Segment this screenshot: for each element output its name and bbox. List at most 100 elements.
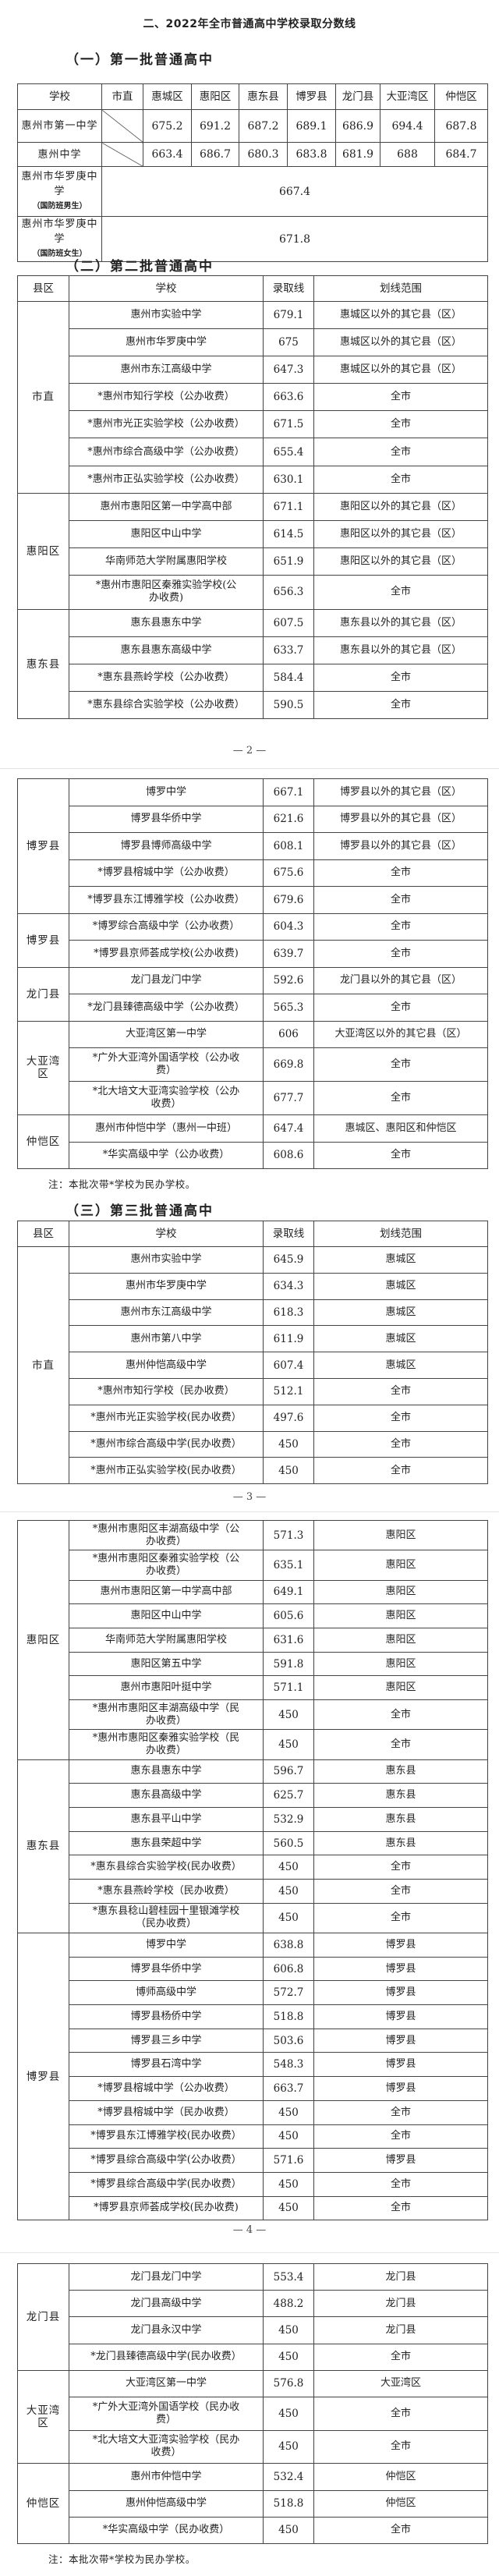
score-cell: 638.8 xyxy=(263,1933,314,1958)
district-name: 惠阳区 xyxy=(26,1633,61,1646)
district-cell: 惠阳区 xyxy=(17,492,69,610)
merged-score-cell: 671.8 xyxy=(101,216,488,262)
table-row: 惠州市第一中学 675.2 691.2 687.2 689.1 686.9 69… xyxy=(17,109,488,143)
school-name: *惠州市正弘实验学校（公办收费） xyxy=(87,473,245,485)
district-cell: 博罗县 xyxy=(17,912,69,968)
school-cell: 惠州市东江高级中学 xyxy=(69,1299,264,1327)
school-name: *博罗县综合高级中学(公办收费） xyxy=(90,2154,242,2167)
school-cell: 惠东县惠东中学 xyxy=(69,1759,264,1784)
scope-cell: 惠东县以外的其它县（区） xyxy=(313,636,488,665)
school-name: 惠东县惠东高级中学 xyxy=(120,643,212,656)
school-name: 惠阳区中山中学 xyxy=(130,1610,202,1622)
score-cell: 450 xyxy=(263,2316,314,2344)
table-row: 惠州仲恺高级中学 607.4 惠城区 xyxy=(18,1352,488,1379)
school-cell: *华实高级中学（民办收费） xyxy=(69,2516,264,2544)
scope-cell: 全市 xyxy=(313,2396,488,2431)
scope-cell: 全市 xyxy=(313,2516,488,2544)
school-cell: *惠东县燕岭学校（民办收费） xyxy=(69,1879,264,1904)
school-cell: 博师高级中学 xyxy=(69,1980,264,2006)
table-row: 仲恺区 惠州市仲恺中学 532.4 仲恺区 xyxy=(17,2463,488,2544)
diagonal-empty-cell xyxy=(101,109,143,143)
score-cell: 592.6 xyxy=(263,966,314,994)
school-name: *惠州市惠阳区秦雅实验学校（民办收费） xyxy=(92,1731,240,1756)
table-row: 博师高级中学 572.7 博罗县 xyxy=(18,1980,488,2006)
district-cell: 市直 xyxy=(17,301,69,494)
scope-cell: 龙门县 xyxy=(313,2262,488,2291)
school-name: 惠州市第一中学 xyxy=(17,109,102,143)
school-name: *博罗县榕城中学（民办收费） xyxy=(97,2106,235,2118)
score-cell: 488.2 xyxy=(263,2290,314,2318)
school-cell: 惠州市华罗庚中学 xyxy=(69,1272,264,1300)
district-cell: 惠阳区 xyxy=(17,1520,69,1760)
district-cell: 博罗县 xyxy=(17,1933,69,2221)
school-cell: *北大培文大亚湾实验学校（民办收费） xyxy=(69,2429,264,2464)
score-cell: 684.7 xyxy=(434,142,488,167)
school-cell: 博罗县华侨中学 xyxy=(69,805,264,833)
score-cell: 663.6 xyxy=(263,383,314,412)
school-cell: 博罗县华侨中学 xyxy=(69,1956,264,1982)
school-name: 惠阳区中山中学 xyxy=(130,527,202,540)
page-divider xyxy=(0,2252,499,2253)
page-number: — 2 — xyxy=(232,745,267,757)
table-row: 惠州市华罗庚中学 675 惠城区以外的其它县（区） xyxy=(18,328,488,357)
score-cell: 686.7 xyxy=(191,142,239,167)
scope-cell: 大亚湾区以外的其它县（区） xyxy=(313,1020,488,1048)
score-cell: 572.7 xyxy=(263,1980,314,2006)
district-cell: 龙门县 xyxy=(17,966,69,1022)
table-row: *北大培文大亚湾实验学校（民办收费） 450 全市 xyxy=(18,2429,488,2464)
score-cell: 532.4 xyxy=(263,2463,314,2491)
school-name: 惠州市实验中学 xyxy=(130,1253,202,1266)
school-name: 龙门县永汉中学 xyxy=(130,2323,202,2336)
batch3-table-part2: 惠阳区 *惠州市惠阳区丰湖高级中学（公办收费） 571.3 惠阳区 *惠州市惠阳区秦雅实… xyxy=(17,1519,488,2221)
school-name: 博罗县三乡中学 xyxy=(130,2034,202,2046)
scope-cell: 惠城区以外的其它县（区） xyxy=(313,328,488,357)
score-cell: 686.9 xyxy=(335,109,380,143)
scope-cell: 仲恺区 xyxy=(313,2463,488,2491)
table-row: *博罗县榕城中学（公办收费） 663.7 博罗县 xyxy=(18,2076,488,2101)
scope-cell: 博罗县 xyxy=(313,2004,488,2029)
score-cell: 571.3 xyxy=(263,1519,314,1551)
score-cell: 667.1 xyxy=(263,778,314,806)
table-row: 龙门县永汉中学 450 龙门县 xyxy=(18,2316,488,2344)
scope-cell: 博罗县以外的其它县（区） xyxy=(313,778,488,806)
school-name: *广外大亚湾外国语学校（民办收费） xyxy=(92,2401,240,2425)
district-cell: 仲恺区 xyxy=(17,1114,69,1170)
batch2-note: 注：本批次带*学校为民办学校。 xyxy=(48,1178,196,1190)
header-district: 县区 xyxy=(17,1221,69,1247)
school-name: *博罗县东江博雅学校（公办收费） xyxy=(87,893,245,905)
table-row: 惠阳区 *惠州市惠阳区丰湖高级中学（公办收费） 571.3 惠阳区 xyxy=(17,1519,488,1760)
table-row: 博罗县 博罗中学 638.8 博罗县 xyxy=(17,1933,488,2221)
score-cell: 647.3 xyxy=(263,356,314,384)
scope-cell: 惠阳区 xyxy=(313,1603,488,1628)
score-cell: 497.6 xyxy=(263,1404,314,1432)
header-scope: 划线范围 xyxy=(313,1221,488,1247)
district-cell: 仲恺区 xyxy=(17,2463,69,2544)
school-cell: *惠州市正弘实验学校(民办收费） xyxy=(69,1457,264,1485)
score-cell: 450 xyxy=(263,1855,314,1880)
table-row: *惠东县燕岭学校（民办收费） 450 全市 xyxy=(18,1879,488,1904)
table-row: 惠东县高级中学 625.7 惠东县 xyxy=(18,1783,488,1808)
school-cell: *惠州市惠阳区丰湖高级中学（民办收费） xyxy=(69,1699,264,1731)
scope-cell: 全市 xyxy=(313,1141,488,1170)
district-name: 惠东县 xyxy=(26,1840,61,1853)
school-cell: 博罗县博师高级中学 xyxy=(69,832,264,860)
page-divider xyxy=(0,768,499,769)
school-name: 惠州市华罗庚中学 xyxy=(125,1280,207,1292)
table-row: 博罗县 博罗中学 667.1 博罗县以外的其它县（区） xyxy=(17,778,488,914)
scope-cell: 全市 xyxy=(313,1430,488,1458)
table-row: 惠州仲恺高级中学 518.8 仲恺区 xyxy=(18,2489,488,2518)
batch2-table-part1: 县区 学校 录取线 划线范围 市直 惠州市实验中学 679.1 惠城区以外的其它县（区） 惠州市… xyxy=(17,275,488,720)
table-row: 惠阳区中山中学 605.6 惠阳区 xyxy=(18,1603,488,1628)
table-row: *惠东县综合实验学校（公办收费） 590.5 全市 xyxy=(18,691,488,720)
score-cell: 671.5 xyxy=(263,410,314,439)
score-cell: 560.5 xyxy=(263,1830,314,1856)
school-cell: *惠州市光正实验学校（公办收费） xyxy=(69,410,264,439)
school-name: 惠州市第八中学 xyxy=(130,1332,202,1345)
school-name: *博罗县京师荟成学校(公办收费) xyxy=(94,947,239,959)
school-cell: 惠阳区第五中学 xyxy=(69,1651,264,1677)
scope-cell: 全市 xyxy=(313,438,488,466)
batch2-heading: （二）第二批普通高中 xyxy=(65,259,214,275)
score-cell: 625.7 xyxy=(263,1783,314,1808)
header-huidong: 惠东县 xyxy=(239,83,288,110)
district-cell: 惠东县 xyxy=(17,608,69,720)
